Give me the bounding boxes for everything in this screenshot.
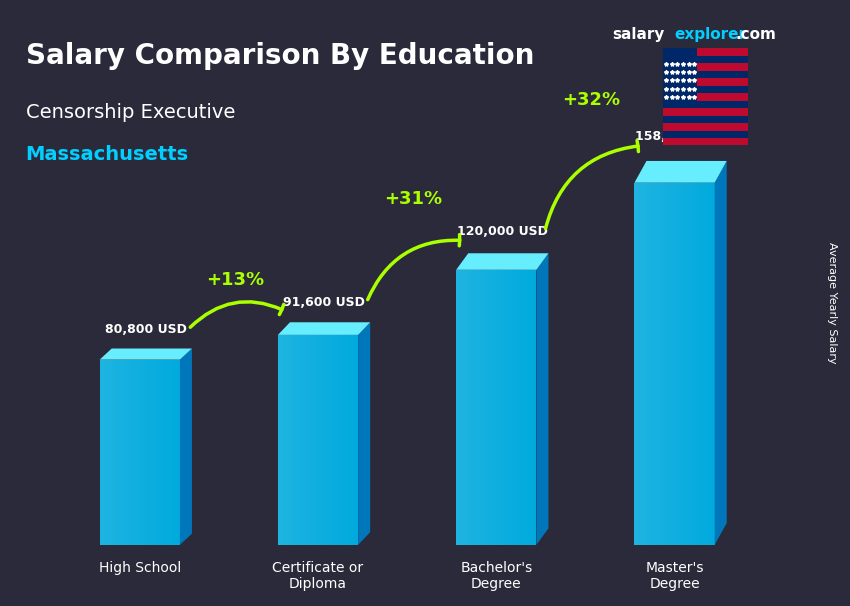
Polygon shape bbox=[634, 182, 638, 545]
Polygon shape bbox=[460, 270, 464, 545]
Polygon shape bbox=[104, 359, 108, 545]
Polygon shape bbox=[634, 182, 715, 545]
Polygon shape bbox=[132, 359, 136, 545]
Bar bbox=[663, 138, 748, 145]
Polygon shape bbox=[473, 270, 476, 545]
Polygon shape bbox=[654, 182, 659, 545]
Bar bbox=[663, 48, 748, 56]
Text: +13%: +13% bbox=[206, 271, 264, 290]
Polygon shape bbox=[671, 182, 675, 545]
Text: .com: .com bbox=[735, 27, 776, 42]
Polygon shape bbox=[647, 182, 650, 545]
Polygon shape bbox=[99, 359, 104, 545]
Text: Salary Comparison By Education: Salary Comparison By Education bbox=[26, 42, 534, 70]
Polygon shape bbox=[322, 335, 326, 545]
Polygon shape bbox=[659, 182, 662, 545]
Polygon shape bbox=[302, 335, 306, 545]
Polygon shape bbox=[358, 322, 371, 545]
Polygon shape bbox=[456, 253, 548, 270]
Polygon shape bbox=[675, 182, 678, 545]
Polygon shape bbox=[144, 359, 148, 545]
Polygon shape bbox=[298, 335, 302, 545]
Polygon shape bbox=[643, 182, 647, 545]
Text: explorer: explorer bbox=[674, 27, 746, 42]
Text: 120,000 USD: 120,000 USD bbox=[457, 225, 547, 238]
Polygon shape bbox=[136, 359, 139, 545]
Polygon shape bbox=[128, 359, 132, 545]
Text: Censorship Executive: Censorship Executive bbox=[26, 103, 235, 122]
Polygon shape bbox=[492, 270, 496, 545]
Text: 158,000 USD: 158,000 USD bbox=[635, 130, 726, 143]
Polygon shape bbox=[108, 359, 111, 545]
Polygon shape bbox=[310, 335, 314, 545]
Polygon shape bbox=[638, 182, 643, 545]
Polygon shape bbox=[286, 335, 290, 545]
Text: salary: salary bbox=[612, 27, 665, 42]
Polygon shape bbox=[536, 253, 548, 545]
Text: +31%: +31% bbox=[384, 190, 442, 208]
Polygon shape bbox=[484, 270, 488, 545]
Bar bbox=[663, 123, 748, 130]
Polygon shape bbox=[456, 270, 460, 545]
Bar bbox=[663, 78, 748, 86]
Bar bbox=[663, 64, 748, 71]
Polygon shape bbox=[634, 161, 727, 182]
Polygon shape bbox=[501, 270, 504, 545]
Polygon shape bbox=[120, 359, 124, 545]
Polygon shape bbox=[278, 335, 358, 545]
Polygon shape bbox=[318, 335, 322, 545]
Polygon shape bbox=[99, 359, 180, 545]
Polygon shape bbox=[111, 359, 116, 545]
Polygon shape bbox=[306, 335, 310, 545]
Text: 80,800 USD: 80,800 USD bbox=[105, 323, 187, 336]
Polygon shape bbox=[496, 270, 501, 545]
Polygon shape bbox=[678, 182, 683, 545]
Polygon shape bbox=[476, 270, 480, 545]
Polygon shape bbox=[464, 270, 468, 545]
Text: 91,600 USD: 91,600 USD bbox=[283, 296, 365, 309]
Polygon shape bbox=[715, 161, 727, 545]
Bar bbox=[663, 48, 697, 101]
Polygon shape bbox=[480, 270, 484, 545]
Polygon shape bbox=[662, 182, 666, 545]
Bar bbox=[663, 108, 748, 116]
Polygon shape bbox=[488, 270, 492, 545]
Polygon shape bbox=[116, 359, 120, 545]
Polygon shape bbox=[278, 322, 371, 335]
Text: Average Yearly Salary: Average Yearly Salary bbox=[827, 242, 837, 364]
Polygon shape bbox=[666, 182, 671, 545]
Polygon shape bbox=[278, 335, 282, 545]
Polygon shape bbox=[456, 270, 536, 545]
Polygon shape bbox=[282, 335, 286, 545]
Bar bbox=[663, 93, 748, 101]
Polygon shape bbox=[650, 182, 654, 545]
Polygon shape bbox=[139, 359, 144, 545]
Text: Massachusetts: Massachusetts bbox=[26, 145, 189, 164]
Polygon shape bbox=[99, 348, 192, 359]
Polygon shape bbox=[290, 335, 294, 545]
Polygon shape bbox=[468, 270, 473, 545]
Polygon shape bbox=[124, 359, 128, 545]
Polygon shape bbox=[180, 348, 192, 545]
Polygon shape bbox=[294, 335, 298, 545]
Text: +32%: +32% bbox=[563, 92, 620, 110]
Polygon shape bbox=[314, 335, 318, 545]
